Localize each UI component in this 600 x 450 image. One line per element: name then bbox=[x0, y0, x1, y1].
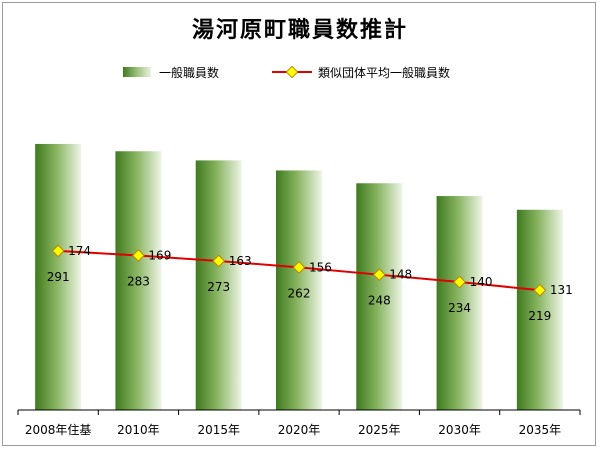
legend-bar-swatch bbox=[123, 67, 151, 77]
line-point-3 bbox=[292, 261, 306, 274]
line-point-5 bbox=[453, 275, 466, 289]
legend-line-swatch bbox=[272, 66, 312, 78]
x-tick-label: 2020年 bbox=[278, 423, 321, 437]
bar-data-label: 248 bbox=[368, 294, 391, 308]
bar-data-label: 234 bbox=[448, 301, 471, 315]
legend-item-bars: 一般職員数 bbox=[123, 62, 219, 82]
bar-5 bbox=[436, 196, 483, 410]
line-data-label: 163 bbox=[229, 254, 252, 268]
legend-item-line: 類似団体平均一般職員数 bbox=[272, 62, 450, 82]
bar-data-label: 262 bbox=[288, 286, 311, 300]
bar-2 bbox=[195, 160, 242, 410]
line-data-label: 156 bbox=[309, 260, 332, 274]
line-data-label: 140 bbox=[470, 275, 493, 289]
chart-title: 湯河原町職員数推計 bbox=[191, 18, 408, 43]
x-tick-label: 2030年 bbox=[438, 423, 481, 437]
legend-bar-label: 一般職員数 bbox=[159, 65, 220, 80]
legend-line-label: 類似団体平均一般職員数 bbox=[318, 65, 451, 80]
line-data-label: 174 bbox=[68, 244, 91, 258]
bar-3 bbox=[276, 170, 322, 410]
x-tick-label: 2025年 bbox=[358, 423, 401, 437]
bar-data-label: 291 bbox=[47, 270, 70, 284]
x-tick-label: 2010年 bbox=[117, 423, 160, 437]
bar-data-label: 219 bbox=[528, 309, 551, 323]
bar-data-label: 283 bbox=[127, 274, 150, 288]
line-point-2 bbox=[212, 254, 226, 268]
line-data-label: 131 bbox=[550, 283, 573, 297]
line-data-label: 169 bbox=[148, 248, 171, 262]
line-point-6 bbox=[533, 283, 547, 297]
bar-data-label: 273 bbox=[207, 280, 230, 294]
x-tick-label: 2035年 bbox=[519, 423, 562, 437]
chart-legend: 一般職員数 類似団体平均一般職員数 bbox=[0, 62, 600, 82]
bar-6 bbox=[516, 209, 563, 410]
line-data-label: 148 bbox=[389, 268, 412, 282]
line-point-0 bbox=[51, 244, 65, 258]
x-tick-label: 2008年住基 bbox=[25, 423, 92, 437]
bar-1 bbox=[115, 151, 162, 410]
line-point-4 bbox=[372, 268, 386, 282]
bar-0 bbox=[35, 143, 82, 410]
bar-4 bbox=[356, 183, 403, 410]
x-tick-label: 2015年 bbox=[197, 423, 240, 437]
line-point-1 bbox=[132, 249, 145, 262]
